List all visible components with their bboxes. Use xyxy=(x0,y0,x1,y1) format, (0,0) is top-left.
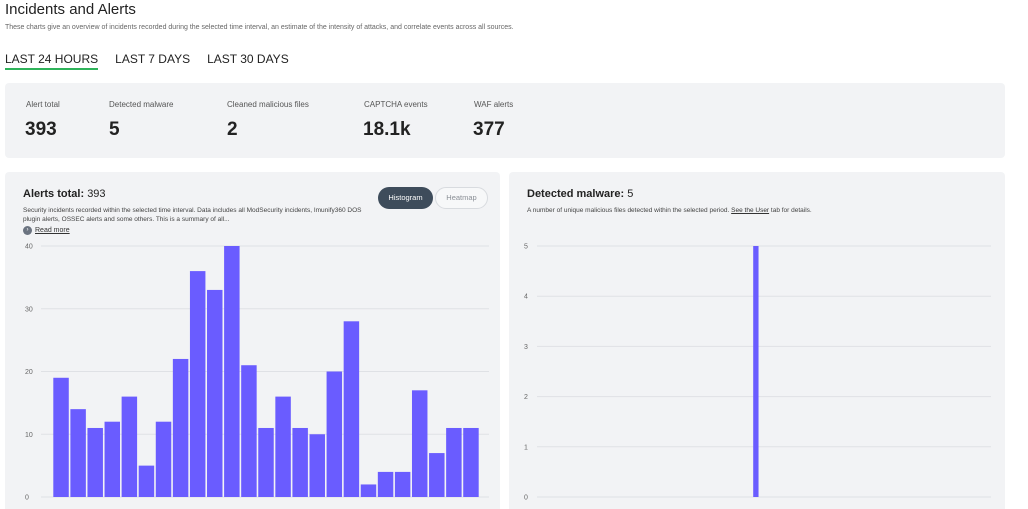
stat-waf-alerts-value: 377 xyxy=(473,119,505,140)
alerts-bar[interactable] xyxy=(207,289,223,497)
malware-bar-chart: 0 1 2 3 4 5 xyxy=(524,244,991,502)
alerts-panel-title-label: Alerts total: xyxy=(23,188,85,200)
malware-panel-title: Detected malware: 5 xyxy=(527,188,633,200)
alerts-y-tick-label: 0 xyxy=(25,495,29,502)
histogram-toggle-button[interactable]: Histogram xyxy=(378,187,433,209)
malware-y-tick-label: 0 xyxy=(524,495,528,502)
read-more-link[interactable]: › Read more xyxy=(23,226,70,235)
alerts-panel-title: Alerts total: 393 xyxy=(23,188,106,200)
info-circle-icon: › xyxy=(23,226,32,235)
alerts-bar[interactable] xyxy=(463,427,479,497)
alerts-bar[interactable] xyxy=(309,434,325,497)
alerts-bar[interactable] xyxy=(377,471,394,497)
detected-malware-panel: Detected malware: 5 A number of unique m… xyxy=(509,172,1005,509)
alerts-bar[interactable] xyxy=(138,465,155,497)
tab-last-7-days[interactable]: LAST 7 DAYS xyxy=(115,52,191,66)
page-subtitle: These charts give an overview of inciden… xyxy=(5,24,514,31)
alerts-bar[interactable] xyxy=(446,427,462,497)
alerts-bar[interactable] xyxy=(121,396,138,497)
stat-waf-alerts-label: WAF alerts xyxy=(474,100,514,109)
stat-captcha-events-value: 18.1k xyxy=(363,119,411,140)
page-title: Incidents and Alerts xyxy=(5,1,136,18)
alerts-bar[interactable] xyxy=(53,377,69,497)
malware-y-tick-label: 1 xyxy=(524,444,528,451)
malware-y-tick-label: 4 xyxy=(524,294,528,301)
alerts-y-tick-label: 10 xyxy=(25,432,33,439)
alerts-bar[interactable] xyxy=(70,409,86,497)
alerts-bar[interactable] xyxy=(172,358,189,497)
stat-captcha-events-label: CAPTCHA events xyxy=(364,100,428,109)
alerts-panel-count: 393 xyxy=(87,188,106,200)
alerts-bar[interactable] xyxy=(275,396,291,497)
malware-desc-pre: A number of unique malicious files detec… xyxy=(527,207,732,214)
alerts-bar[interactable] xyxy=(326,371,343,498)
alerts-bar[interactable] xyxy=(258,427,274,497)
malware-panel-count: 5 xyxy=(627,188,634,200)
stat-alert-total-value: 393 xyxy=(25,119,57,140)
alerts-bar[interactable] xyxy=(394,471,411,497)
alerts-bar[interactable] xyxy=(343,321,360,497)
stat-alert-total-label: Alert total xyxy=(26,100,60,109)
alerts-bar[interactable] xyxy=(429,453,445,497)
alerts-panel-description: Security incidents recorded within the s… xyxy=(23,207,362,223)
see-user-tab-link[interactable]: See the User xyxy=(731,207,770,214)
alerts-y-tick-label: 20 xyxy=(25,369,33,376)
malware-y-tick-label: 5 xyxy=(524,244,528,251)
stats-summary: Alert total 393 Detected malware 5 Clean… xyxy=(5,83,1005,158)
alerts-bar[interactable] xyxy=(87,427,103,497)
alerts-bar[interactable] xyxy=(411,390,428,497)
alerts-bar[interactable] xyxy=(224,246,240,497)
alerts-y-tick-label: 40 xyxy=(25,244,33,251)
alerts-bar[interactable] xyxy=(292,427,308,497)
stat-detected-malware-label: Detected malware xyxy=(109,100,174,109)
malware-y-tick-label: 3 xyxy=(524,344,528,351)
alerts-bar[interactable] xyxy=(104,421,121,497)
stat-detected-malware-value: 5 xyxy=(109,119,120,140)
alerts-total-panel: Alerts total: 393 Histogram Heatmap Secu… xyxy=(5,172,500,509)
stat-cleaned-files-label: Cleaned malicious files xyxy=(227,100,309,109)
time-range-tabs: LAST 24 HOURS LAST 7 DAYS LAST 30 DAYS xyxy=(5,52,306,70)
alerts-bar[interactable] xyxy=(360,484,377,497)
read-more-label: Read more xyxy=(35,227,70,234)
malware-panel-description: A number of unique malicious files detec… xyxy=(527,206,987,215)
malware-desc-post: tab for details. xyxy=(769,207,812,214)
malware-panel-title-label: Detected malware: xyxy=(527,188,625,200)
alerts-y-tick-label: 30 xyxy=(25,306,33,313)
malware-y-tick-label: 2 xyxy=(524,394,528,401)
tab-last-24-hours[interactable]: LAST 24 HOURS xyxy=(5,52,99,70)
alerts-histogram-chart: 0 10 20 30 40 xyxy=(25,244,489,502)
stat-cleaned-files-value: 2 xyxy=(227,119,238,140)
alerts-bar[interactable] xyxy=(189,271,206,497)
heatmap-toggle-button[interactable]: Heatmap xyxy=(435,187,488,209)
alerts-bar[interactable] xyxy=(241,365,257,497)
malware-bar[interactable] xyxy=(753,246,759,497)
tab-last-30-days[interactable]: LAST 30 DAYS xyxy=(207,52,289,66)
alerts-bar[interactable] xyxy=(155,421,172,497)
